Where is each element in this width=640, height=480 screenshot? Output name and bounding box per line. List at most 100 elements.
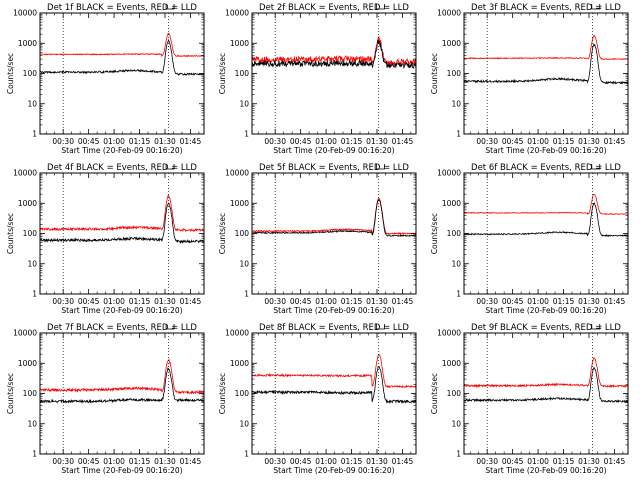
series-line-lld [464, 34, 629, 61]
y-tick-label: 10 [27, 99, 37, 108]
x-tick-label: 00:30 [476, 297, 498, 306]
y-tick-label: 100 [447, 229, 462, 238]
x-tick-label: 01:45 [392, 297, 414, 306]
y-tick-label: 100 [23, 389, 38, 398]
x-tick-label: 01:00 [527, 457, 549, 466]
chart-title: Det 6f BLACK = Events, RED = LLD [471, 163, 621, 173]
y-tick-label: 10000 [13, 9, 37, 18]
series-line-events [39, 38, 204, 76]
chart-title: Det 1f BLACK = Events, RED = LLD [47, 3, 197, 13]
x-axis-label: Start Time (20-Feb-09 00:16:20) [273, 466, 394, 475]
x-tick-label: 01:00 [527, 297, 549, 306]
x-axis-label: Start Time (20-Feb-09 00:16:20) [273, 146, 394, 155]
y-tick-label: 10000 [13, 169, 37, 178]
series-line-events [39, 202, 204, 244]
y-tick-label: 1000 [18, 199, 37, 208]
x-tick-label: 01:00 [103, 457, 125, 466]
y-tick-label: 1000 [442, 39, 461, 48]
y-axis-label: Counts/sec [430, 213, 439, 254]
y-tick-label: 10000 [437, 9, 461, 18]
x-tick-label: 00:30 [476, 457, 498, 466]
x-axis-label: Start Time (20-Feb-09 00:16:20) [485, 146, 606, 155]
x-tick-label: 01:45 [604, 297, 626, 306]
y-tick-label: 1000 [230, 359, 249, 368]
interval-bracket [591, 324, 601, 330]
x-tick-label: 01:15 [553, 137, 575, 146]
y-tick-label: 1 [244, 450, 249, 459]
y-tick-label: 100 [23, 69, 38, 78]
interval-bracket [165, 164, 175, 170]
interval-bracket [375, 4, 385, 10]
y-tick-label: 1 [456, 450, 461, 459]
series-line-lld [40, 358, 205, 395]
y-tick-label: 1000 [230, 39, 249, 48]
chart-panel-9: Det 9f BLACK = Events, RED = LLD 1 10 100 10… [430, 323, 629, 475]
chart-panel-2: Det 2f BLACK = Events, RED = LLD 1 10 100 10… [218, 3, 417, 155]
x-tick-label: 01:15 [129, 137, 151, 146]
x-tick-label: 01:15 [341, 457, 363, 466]
x-tick-label: 00:45 [290, 297, 312, 306]
y-tick-label: 10 [239, 259, 249, 268]
chart-panel-7: Det 7f BLACK = Events, RED = LLD 1 10 100 10… [6, 323, 205, 475]
x-axis-label: Start Time (20-Feb-09 00:16:20) [485, 306, 606, 315]
y-tick-label: 10000 [225, 169, 249, 178]
y-tick-label: 1 [32, 290, 37, 299]
y-axis-label: Counts/sec [6, 213, 15, 254]
series-line-lld [251, 35, 417, 67]
x-axis-label: Start Time (20-Feb-09 00:16:20) [273, 306, 394, 315]
y-tick-label: 1 [456, 290, 461, 299]
y-axis-label: Counts/sec [6, 53, 15, 94]
x-tick-label: 01:30 [366, 137, 388, 146]
y-tick-label: 1000 [442, 199, 461, 208]
y-axis-label: Counts/sec [430, 53, 439, 94]
chart-title: Det 2f BLACK = Events, RED = LLD [259, 3, 409, 13]
series-line-lld [251, 197, 417, 236]
plot-frame [463, 332, 629, 455]
chart-title: Det 4f BLACK = Events, RED = LLD [47, 163, 197, 173]
y-tick-label: 10 [27, 259, 37, 268]
plot-frame [251, 12, 417, 135]
x-tick-label: 00:45 [290, 137, 312, 146]
x-tick-label: 01:15 [553, 457, 575, 466]
x-tick-label: 01:00 [103, 297, 125, 306]
series-line-lld [39, 32, 205, 58]
y-tick-label: 10 [451, 99, 461, 108]
x-tick-label: 01:00 [315, 297, 337, 306]
x-tick-label: 00:30 [52, 297, 74, 306]
x-tick-label: 00:30 [264, 137, 286, 146]
chart-panel-8: Det 8f BLACK = Events, RED = LLD 1 10 100 10… [218, 323, 417, 475]
y-tick-label: 100 [447, 389, 462, 398]
x-tick-label: 01:45 [392, 137, 414, 146]
series-line-events [463, 366, 629, 404]
series-line-events [252, 199, 417, 238]
x-tick-label: 01:15 [129, 457, 151, 466]
chart-panel-5: Det 5f BLACK = Events, RED = LLD 1 10 100 10… [218, 163, 417, 315]
series-line-lld [40, 194, 205, 233]
series-line-lld [463, 193, 628, 216]
y-axis-label: Counts/sec [218, 213, 227, 254]
x-tick-label: 00:45 [290, 457, 312, 466]
y-tick-label: 100 [447, 69, 462, 78]
x-tick-label: 01:45 [392, 457, 414, 466]
chart-title: Det 9f BLACK = Events, RED = LLD [471, 323, 621, 333]
chart-title: Det 5f BLACK = Events, RED = LLD [259, 163, 409, 173]
y-tick-label: 1 [244, 290, 249, 299]
x-tick-label: 00:45 [502, 457, 524, 466]
x-tick-label: 00:30 [264, 297, 286, 306]
chart-title: Det 7f BLACK = Events, RED = LLD [47, 323, 197, 333]
x-axis-label: Start Time (20-Feb-09 00:16:20) [485, 466, 606, 475]
series-line-lld [463, 356, 629, 389]
series-line-events [251, 365, 417, 404]
plot-frame [463, 12, 629, 135]
x-tick-label: 00:45 [502, 137, 524, 146]
plot-frame [39, 172, 205, 295]
x-axis-label: Start Time (20-Feb-09 00:16:20) [61, 466, 182, 475]
series-line-events [463, 202, 628, 237]
x-tick-label: 00:30 [52, 457, 74, 466]
y-tick-label: 10 [239, 419, 249, 428]
x-tick-label: 01:00 [103, 137, 125, 146]
x-tick-label: 01:15 [341, 297, 363, 306]
x-tick-label: 01:00 [315, 137, 337, 146]
x-tick-label: 01:30 [366, 297, 388, 306]
plot-frame [463, 172, 629, 295]
